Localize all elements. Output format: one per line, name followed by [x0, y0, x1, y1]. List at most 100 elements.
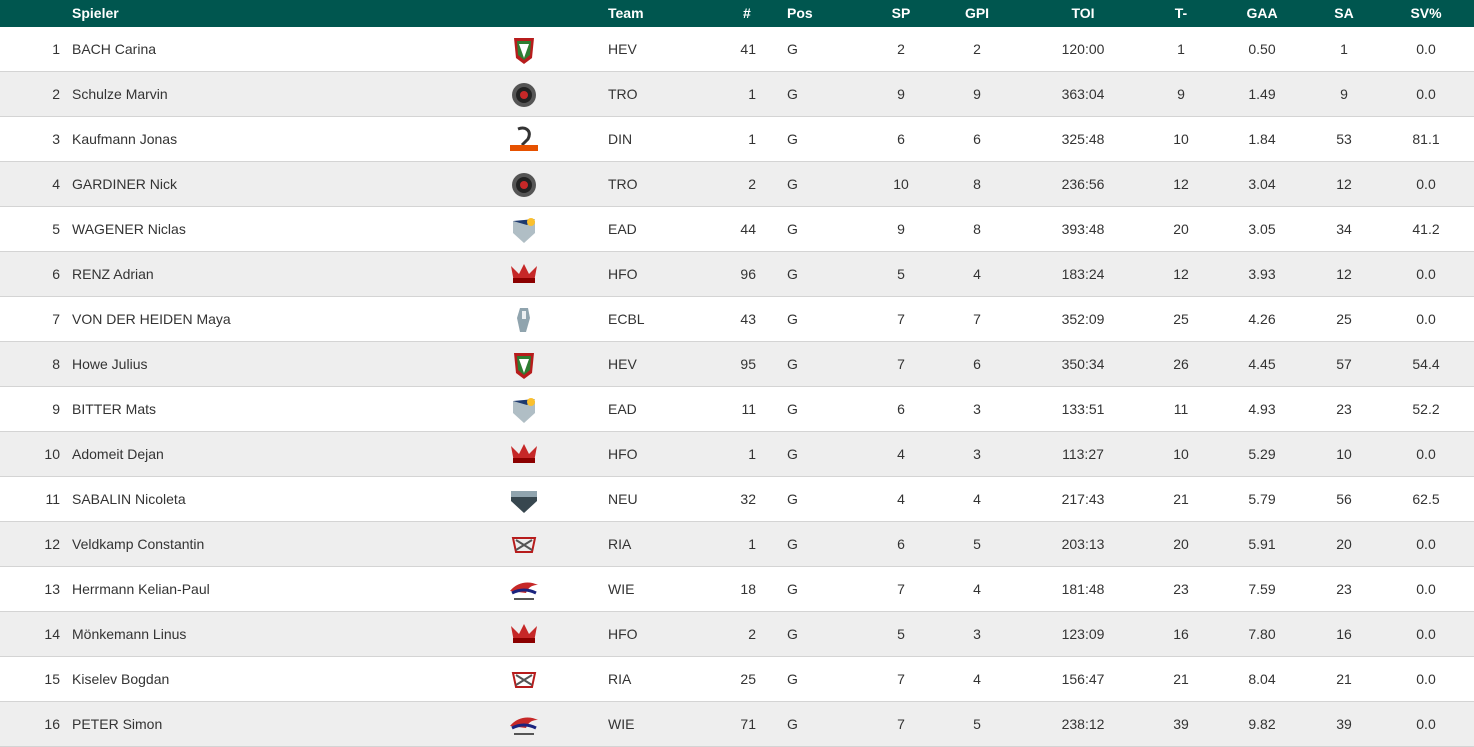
games-in: 4 [973, 266, 981, 282]
player-name[interactable]: RENZ Adrian [72, 266, 154, 282]
header-gaa[interactable]: GAA [1246, 5, 1278, 21]
time-on-ice: 238:12 [1061, 716, 1105, 732]
games-played: 7 [897, 716, 905, 732]
table-row[interactable]: 16 PETER Simon WIE 71 G 7 5 238:12 39 9.82 39 0.0 [0, 702, 1474, 747]
time-on-ice: 183:24 [1061, 266, 1105, 282]
table-row[interactable]: 8 Howe Julius HEV 95 G 7 6 350:34 26 4.45 57 54.4 [0, 342, 1474, 387]
table-row[interactable]: 7 VON DER HEIDEN Maya ECBL 43 G 7 7 352:09 25 4.2… [0, 297, 1474, 342]
team-code[interactable]: HEV [608, 41, 637, 57]
team-code[interactable]: RIA [608, 536, 632, 552]
player-name[interactable]: VON DER HEIDEN Maya [72, 311, 231, 327]
player-name[interactable]: Adomeit Dejan [72, 446, 164, 462]
save-percentage: 0.0 [1416, 671, 1436, 687]
header-ga[interactable]: T- [1174, 5, 1188, 21]
games-played: 7 [897, 356, 905, 372]
player-name[interactable]: Mönkemann Linus [72, 626, 187, 642]
player-name[interactable]: WAGENER Niclas [72, 221, 186, 237]
table-row[interactable]: 14 Mönkemann Linus HFO 2 G 5 3 123:09 16 7.80 16 0.… [0, 612, 1474, 657]
header-sp[interactable]: SP [891, 5, 911, 21]
team-code[interactable]: HFO [608, 266, 638, 282]
save-percentage: 0.0 [1416, 716, 1436, 732]
save-percentage: 0.0 [1416, 626, 1436, 642]
header-gpi[interactable]: GPI [964, 5, 990, 21]
player-name[interactable]: PETER Simon [72, 716, 163, 732]
games-in: 3 [973, 401, 981, 417]
jersey-number: 2 [748, 626, 756, 642]
team-code[interactable]: EAD [608, 401, 637, 417]
team-code[interactable]: HFO [608, 446, 638, 462]
table-row[interactable]: 11 SABALIN Nicoleta NEU 32 G 4 4 217:43 21 5.79 56… [0, 477, 1474, 522]
player-name[interactable]: Schulze Marvin [72, 86, 168, 102]
goals-against: 16 [1173, 626, 1189, 642]
header-pos[interactable]: Pos [787, 5, 813, 21]
team-code[interactable]: WIE [608, 716, 635, 732]
shots-against: 12 [1336, 266, 1352, 282]
goals-against: 23 [1173, 581, 1189, 597]
save-percentage: 0.0 [1416, 311, 1436, 327]
position: G [787, 41, 798, 57]
goals-against-average: 7.80 [1248, 626, 1276, 642]
header-player[interactable]: Spieler [72, 5, 119, 21]
hfo-team-logo-icon [511, 624, 537, 643]
team-code[interactable]: TRO [608, 176, 638, 192]
table-row[interactable]: 12 Veldkamp Constantin RIA 1 G 6 5 203:13 20 5.91… [0, 522, 1474, 567]
team-code[interactable]: WIE [608, 581, 635, 597]
table-row[interactable]: 3 Kaufmann Jonas DIN 1 G 6 6 325:48 10 1.84 53 81.1 [0, 117, 1474, 162]
team-code[interactable]: NEU [608, 491, 638, 507]
shots-against: 20 [1336, 536, 1352, 552]
time-on-ice: 120:00 [1061, 41, 1105, 57]
table-row[interactable]: 13 Herrmann Kelian-Paul WIE 18 G 7 4 181:48 23 7.… [0, 567, 1474, 612]
team-code[interactable]: EAD [608, 221, 637, 237]
save-percentage: 0.0 [1416, 86, 1436, 102]
player-rank: 16 [44, 716, 60, 732]
player-rank: 8 [52, 356, 60, 372]
table-row[interactable]: 6 RENZ Adrian HFO 96 G 5 4 183:24 12 3.93 12 0.0 [0, 252, 1474, 297]
header-sa[interactable]: SA [1334, 5, 1354, 21]
save-percentage: 0.0 [1416, 581, 1436, 597]
shots-against: 23 [1336, 581, 1352, 597]
player-name[interactable]: BACH Carina [72, 41, 157, 57]
header-toi[interactable]: TOI [1071, 5, 1095, 21]
jersey-number: 2 [748, 176, 756, 192]
table-row[interactable]: 2 Schulze Marvin TRO 1 G 9 9 363:04 9 1.49 9 0.0 [0, 72, 1474, 117]
table-row[interactable]: 4 GARDINER Nick TRO 2 G 10 8 236:56 12 3.04 12 0.0 [0, 162, 1474, 207]
player-name[interactable]: Howe Julius [72, 356, 148, 372]
player-rank: 15 [44, 671, 60, 687]
player-name[interactable]: GARDINER Nick [72, 176, 178, 192]
table-row[interactable]: 9 BITTER Mats EAD 11 G 6 3 133:51 11 4.93 23 52.2 [0, 387, 1474, 432]
shots-against: 1 [1340, 41, 1348, 57]
team-code[interactable]: HFO [608, 626, 638, 642]
time-on-ice: 325:48 [1061, 131, 1105, 147]
table-row[interactable]: 1 BACH Carina HEV 41 G 2 2 120:00 1 0.50 1 0.0 [0, 27, 1474, 72]
games-in: 5 [973, 716, 981, 732]
position: G [787, 176, 798, 192]
team-code[interactable]: RIA [608, 671, 632, 687]
team-code[interactable]: HEV [608, 356, 637, 372]
jersey-number: 96 [740, 266, 756, 282]
table-row[interactable]: 5 WAGENER Niclas EAD 44 G 9 8 393:48 20 3.05 34 41.… [0, 207, 1474, 252]
header-team[interactable]: Team [608, 5, 644, 21]
shots-against: 57 [1336, 356, 1352, 372]
jersey-number: 32 [740, 491, 756, 507]
table-row[interactable]: 10 Adomeit Dejan HFO 1 G 4 3 113:27 10 5.29 10 0.0 [0, 432, 1474, 477]
player-name[interactable]: Herrmann Kelian-Paul [72, 581, 210, 597]
header-svp[interactable]: SV% [1410, 5, 1442, 21]
player-name[interactable]: Kaufmann Jonas [72, 131, 178, 147]
team-code[interactable]: DIN [608, 131, 633, 147]
team-code[interactable]: ECBL [608, 311, 645, 327]
time-on-ice: 133:51 [1061, 401, 1105, 417]
position: G [787, 536, 798, 552]
games-in: 8 [973, 221, 981, 237]
team-code[interactable]: TRO [608, 86, 638, 102]
player-name[interactable]: SABALIN Nicoleta [72, 491, 186, 507]
player-name[interactable]: Kiselev Bogdan [72, 671, 170, 687]
header-number[interactable]: # [743, 5, 751, 21]
goals-against-average: 9.82 [1248, 716, 1276, 732]
games-played: 6 [897, 536, 905, 552]
player-name[interactable]: Veldkamp Constantin [72, 536, 205, 552]
table-row[interactable]: 15 Kiselev Bogdan RIA 25 G 7 4 156:47 21 8.04 21 0.… [0, 657, 1474, 702]
shots-against: 10 [1336, 446, 1352, 462]
position: G [787, 356, 798, 372]
player-name[interactable]: BITTER Mats [72, 401, 157, 417]
shots-against: 53 [1336, 131, 1352, 147]
